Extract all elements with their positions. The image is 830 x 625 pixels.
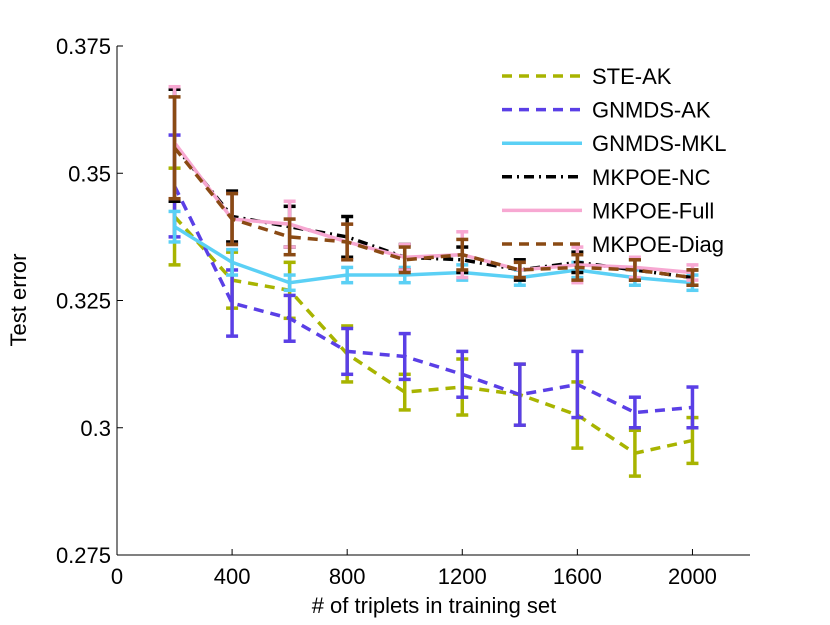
legend: STE-AK GNMDS-AK GNMDS-MKL MKPOE-NC MKPOE-Ful…	[502, 64, 726, 257]
y-tick-label: 0.3	[80, 416, 111, 441]
x-tick-label: 800	[329, 564, 366, 589]
series-line-ste-ak	[173, 215, 693, 456]
series-line-gnmds-mkl	[173, 225, 693, 285]
x-tick-label: 400	[214, 564, 251, 589]
x-tick-label: 0	[111, 564, 123, 589]
legend-label-mkpoe-diag: MKPOE-Diag	[592, 232, 724, 257]
x-tick-label: 1600	[553, 564, 602, 589]
legend-label-ste-ak: STE-AK	[592, 64, 672, 89]
x-axis-ticks: 0 400 800 1200 1600 2000	[111, 549, 717, 589]
legend-label-gnmds-mkl: GNMDS-MKL	[592, 131, 726, 156]
y-tick-label: 0.325	[56, 289, 111, 314]
series-layer	[168, 84, 699, 478]
x-tick-label: 1200	[438, 564, 487, 589]
legend-label-gnmds-ak: GNMDS-AK	[592, 98, 711, 123]
series-mkpoe-diag	[168, 95, 699, 287]
x-axis-label: # of triplets in training set	[312, 593, 557, 618]
y-axis-label: Test error	[6, 254, 31, 347]
y-tick-label: 0.275	[56, 543, 111, 568]
y-tick-label: 0.35	[68, 161, 111, 186]
legend-label-mkpoe-full: MKPOE-Full	[592, 198, 714, 223]
series-line-gnmds-ak	[172, 185, 693, 415]
y-axis-ticks: 0.275 0.3 0.325 0.35 0.375	[56, 34, 123, 568]
series-line-mkpoe-diag	[173, 146, 693, 280]
legend-label-mkpoe-nc: MKPOE-NC	[592, 165, 711, 190]
x-tick-label: 2000	[668, 564, 717, 589]
y-tick-label: 0.375	[56, 34, 111, 59]
